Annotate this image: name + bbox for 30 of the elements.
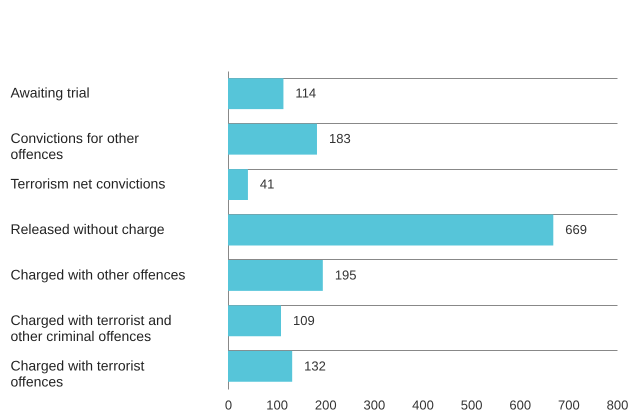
y-tick-label: Charged with terrorist offences [10,357,144,390]
y-tick-label: Terrorism net convictions [10,176,166,192]
data-label: 41 [260,176,274,192]
data-label: 669 [565,222,588,237]
y-tick-label: Charged with other offences [10,266,186,282]
bar [228,350,292,382]
x-tick-label: 500 [460,398,482,412]
data-label: 109 [293,312,315,328]
x-tick-label: 0 [224,398,232,412]
bar [228,214,554,246]
y-tick-label: Awaiting trial [10,84,90,101]
data-label: 132 [304,358,326,374]
y-tick-label: Convictions for other offences [10,130,140,162]
data-label: 114 [295,86,316,101]
bar [228,78,284,110]
data-label: 195 [334,267,357,282]
bar [228,169,248,200]
bar [228,124,317,155]
x-tick-label: 100 [266,398,288,412]
x-tick-label: 800 [606,398,628,412]
x-tick-label: 700 [558,398,580,412]
x-tick-label: 200 [314,398,337,412]
y-tick-label: Charged with terrorist and other criminal offences [10,312,172,344]
y-tick-label: Released without charge [10,221,165,237]
bar [228,305,281,336]
x-tick-label: 400 [412,398,434,412]
x-tick-label: 300 [364,398,386,412]
data-label: 183 [328,131,351,146]
x-tick-label: 600 [509,398,532,412]
bar [228,260,323,291]
